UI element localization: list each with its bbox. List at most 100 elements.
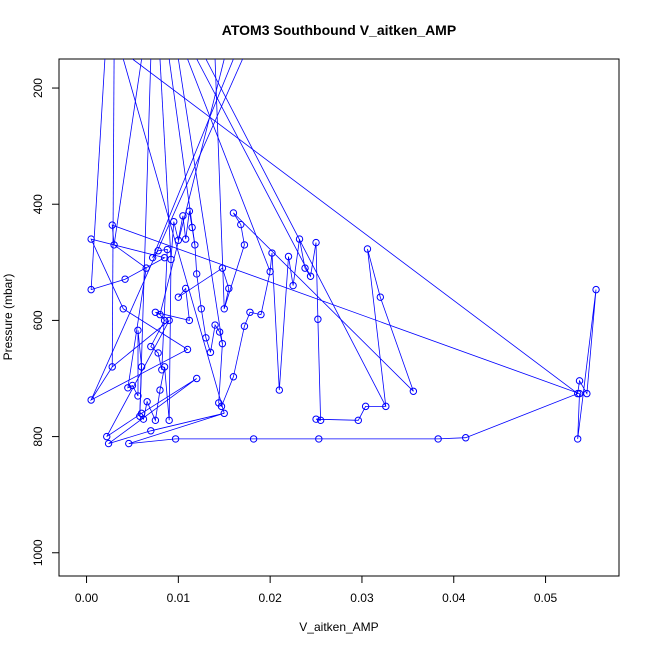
data-point	[215, 328, 224, 336]
data-point	[193, 374, 201, 383]
data-point	[181, 284, 190, 293]
x-axis: 0.00 0.01 0.02 0.03 0.04 0.05	[75, 575, 558, 605]
data-point	[202, 334, 210, 342]
data-point	[151, 308, 160, 316]
data-point	[434, 435, 442, 443]
y-axis-label: Pressure (mbar)	[1, 274, 15, 361]
data-point	[211, 321, 219, 329]
data-point	[246, 308, 254, 316]
profile-segment	[159, 59, 225, 315]
data-point	[108, 363, 116, 371]
chart-title: ATOM3 Southbound V_aitken_AMP	[222, 22, 456, 38]
y-tick-label: 600	[31, 310, 45, 330]
data-point	[165, 416, 173, 425]
data-point	[174, 293, 183, 301]
data-point	[185, 207, 194, 215]
data-point	[160, 316, 169, 325]
data-point	[409, 387, 418, 395]
data-point	[147, 342, 155, 351]
data-point	[312, 415, 320, 423]
data-point	[103, 432, 111, 441]
data-point	[147, 427, 155, 435]
data-point	[220, 409, 228, 418]
data-point	[110, 241, 118, 249]
profile-segment	[196, 59, 311, 277]
data-point	[583, 389, 591, 398]
data-point	[148, 253, 157, 262]
data-point	[125, 439, 133, 448]
data-point	[165, 316, 173, 325]
y-tick-label: 400	[31, 194, 45, 214]
data-point	[124, 384, 132, 392]
x-tick-label: 0.03	[350, 591, 374, 605]
data-point	[240, 322, 249, 330]
data-point	[137, 363, 146, 371]
data-point	[181, 235, 190, 243]
data-point	[197, 305, 205, 313]
profile-segment	[122, 59, 225, 414]
data-point	[218, 339, 227, 348]
data-point	[154, 246, 162, 255]
data-point	[121, 275, 129, 283]
profile-segment	[152, 59, 234, 258]
profile-segment	[90, 59, 106, 290]
data-point	[229, 373, 238, 381]
data-point	[301, 264, 309, 272]
data-point	[128, 381, 137, 390]
series-line	[89, 211, 597, 444]
x-tick-label: 0.04	[442, 591, 466, 605]
data-point	[268, 249, 276, 257]
data-point	[229, 209, 238, 217]
data-point	[575, 389, 584, 398]
data-point	[104, 439, 113, 448]
profile-segment	[139, 59, 152, 417]
data-point	[154, 349, 162, 357]
data-point	[87, 285, 95, 294]
data-point	[363, 245, 372, 253]
data-point	[573, 435, 582, 443]
data-point	[143, 398, 151, 406]
x-tick-label: 0.00	[75, 591, 99, 605]
data-point	[275, 386, 284, 394]
data-point	[289, 281, 297, 290]
plot-area	[87, 59, 600, 448]
data-point	[295, 235, 304, 243]
data-point	[156, 310, 164, 319]
y-tick-label: 1000	[31, 539, 45, 566]
x-tick-label: 0.02	[258, 591, 282, 605]
y-axis: 200 400 600 800 1000	[31, 78, 60, 566]
data-point	[158, 366, 166, 374]
profile-segment	[159, 59, 172, 260]
data-point	[249, 435, 258, 443]
data-point	[188, 223, 196, 232]
data-point	[183, 345, 192, 354]
data-point	[206, 348, 215, 357]
data-point	[361, 402, 370, 411]
data-point	[217, 402, 226, 411]
data-point	[257, 310, 265, 319]
data-point	[167, 255, 175, 264]
profile-segment	[132, 59, 578, 394]
data-point	[151, 416, 160, 425]
data-point	[240, 241, 249, 249]
y-tick-label: 200	[31, 78, 45, 98]
data-point	[156, 386, 164, 394]
data-point	[592, 285, 600, 294]
data-point	[185, 316, 194, 325]
data-point	[354, 416, 362, 425]
data-point	[139, 415, 148, 423]
data-point	[134, 392, 142, 400]
data-point	[316, 416, 325, 425]
data-point	[382, 402, 390, 411]
data-point	[225, 284, 233, 293]
data-point	[142, 264, 150, 272]
data-point	[315, 435, 323, 443]
profile-segment	[90, 59, 243, 401]
profile-segment	[205, 59, 387, 407]
data-point	[170, 217, 178, 226]
profile-segment	[111, 59, 115, 367]
profile-segment	[168, 59, 196, 245]
data-point	[376, 293, 385, 301]
data-point	[312, 238, 320, 247]
